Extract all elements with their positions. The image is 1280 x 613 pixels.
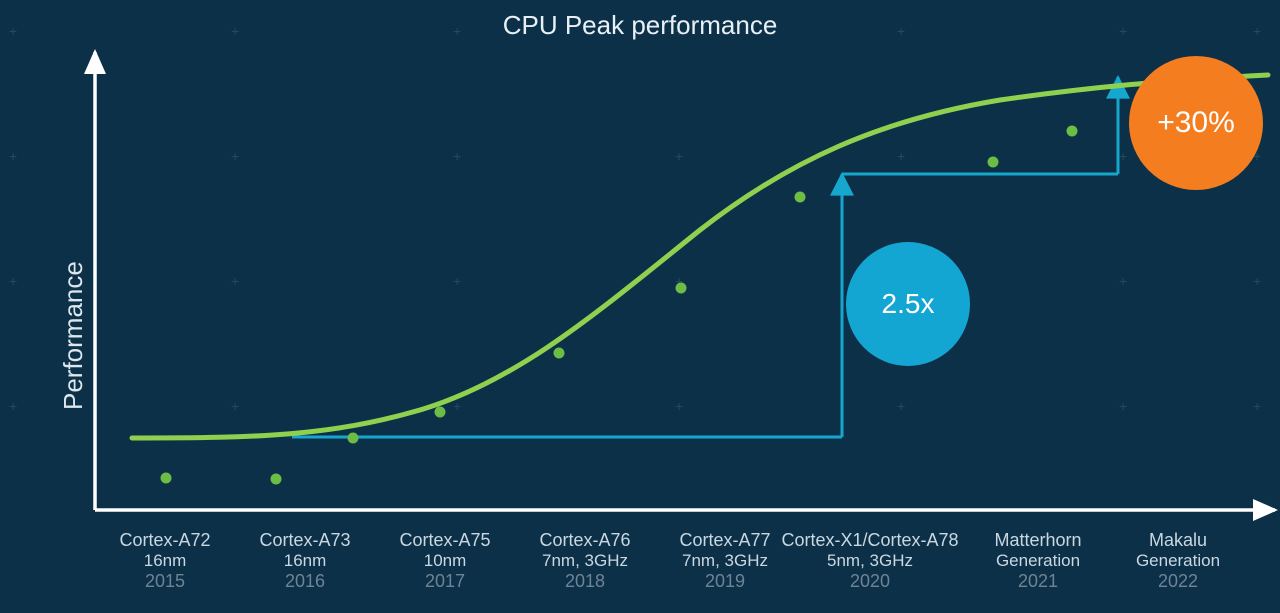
cpu-spec: Generation <box>1096 551 1261 571</box>
cpu-name: Cortex-X1/Cortex-A78 <box>770 530 970 551</box>
gain-bubble-30pct: +30% <box>1129 56 1263 190</box>
cpu-year: 2022 <box>1096 571 1261 592</box>
bracket-2015-2020 <box>292 172 854 437</box>
gain-bubble-2-5x-text: 2.5x <box>882 288 935 320</box>
x-tick: Cortex-X1/Cortex-A785nm, 3GHz2020 <box>770 530 970 592</box>
x-tick: MakaluGeneration2022 <box>1096 530 1261 592</box>
chart-svg <box>0 0 1280 613</box>
y-axis-label: Performance <box>58 261 89 410</box>
cpu-spec: 5nm, 3GHz <box>770 551 970 571</box>
cpu-name: Makalu <box>1096 530 1261 551</box>
cpu-year: 2020 <box>770 571 970 592</box>
gain-bubble-2-5x: 2.5x <box>846 242 970 366</box>
gain-bubble-30pct-text: +30% <box>1157 106 1235 140</box>
performance-curve <box>132 75 1268 438</box>
